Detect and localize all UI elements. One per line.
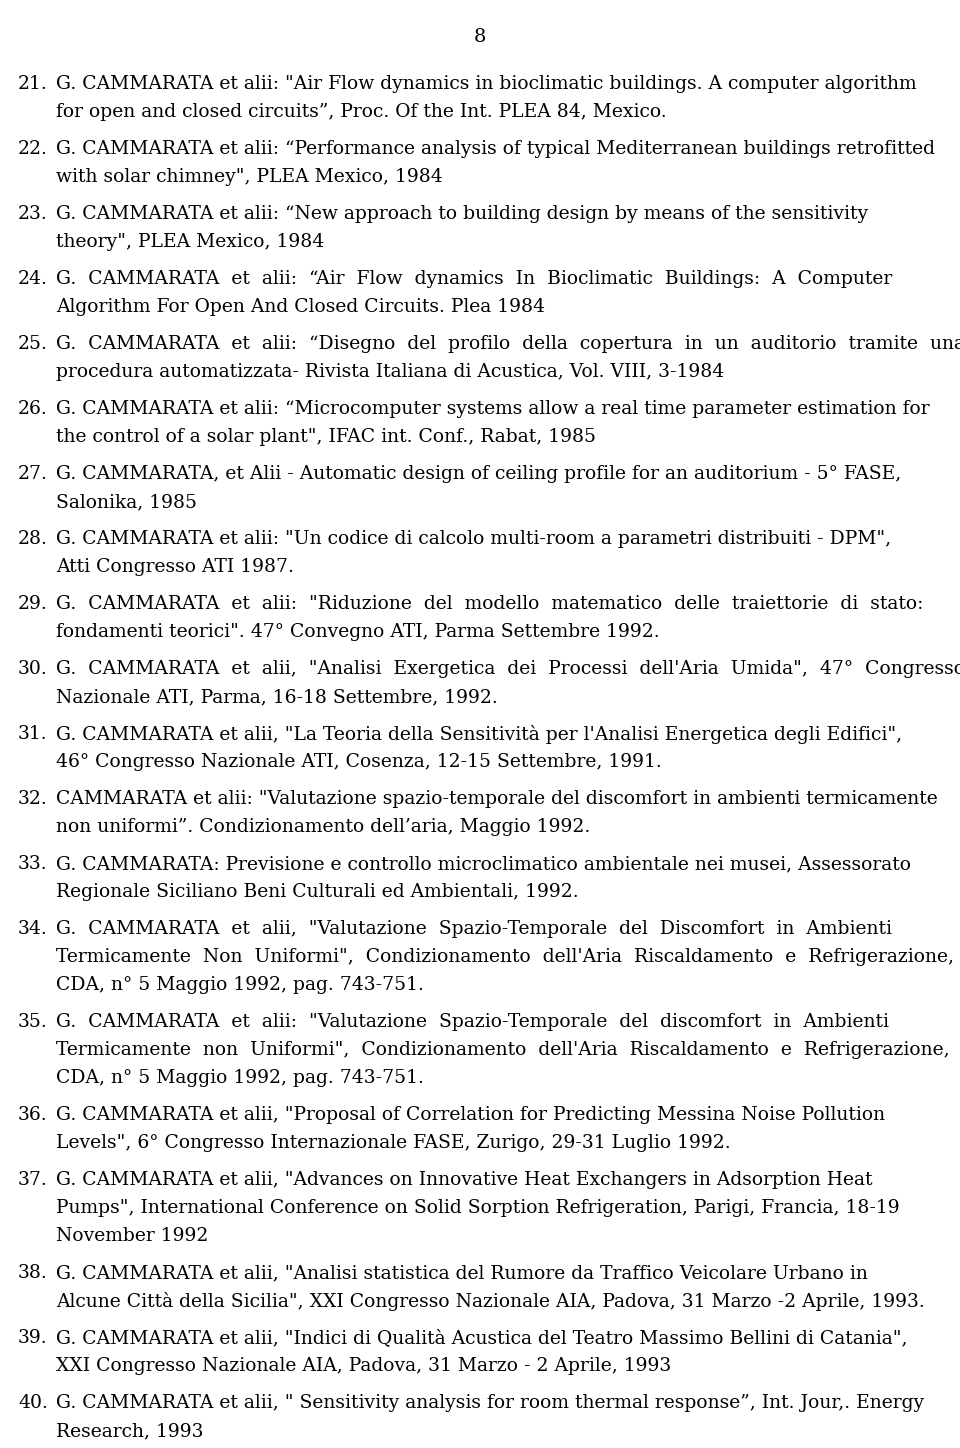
Text: CDA, n° 5 Maggio 1992, pag. 743-751.: CDA, n° 5 Maggio 1992, pag. 743-751.	[56, 1069, 424, 1087]
Text: 28.: 28.	[18, 530, 48, 547]
Text: Alcune Città della Sicilia", XXI Congresso Nazionale AIA, Padova, 31 Marzo -2 Ap: Alcune Città della Sicilia", XXI Congres…	[56, 1292, 924, 1310]
Text: 25.: 25.	[18, 334, 48, 353]
Text: G. CAMMARATA et alii: "Air Flow dynamics in bioclimatic buildings. A computer al: G. CAMMARATA et alii: "Air Flow dynamics…	[56, 75, 917, 93]
Text: 35.: 35.	[18, 1014, 48, 1031]
Text: 23.: 23.	[18, 206, 48, 223]
Text: 27.: 27.	[18, 465, 48, 484]
Text: Atti Congresso ATI 1987.: Atti Congresso ATI 1987.	[56, 557, 294, 576]
Text: G. CAMMARATA et alii: “New approach to building design by means of the sensitivi: G. CAMMARATA et alii: “New approach to b…	[56, 206, 868, 223]
Text: Termicamente  non  Uniformi",  Condizionamento  dell'Aria  Riscaldamento  e  Ref: Termicamente non Uniformi", Condizioname…	[56, 1041, 949, 1058]
Text: 34.: 34.	[18, 919, 48, 938]
Text: G. CAMMARATA, et Alii - Automatic design of ceiling profile for an auditorium - : G. CAMMARATA, et Alii - Automatic design…	[56, 465, 901, 484]
Text: Termicamente  Non  Uniformi",  Condizionamento  dell'Aria  Riscaldamento  e  Ref: Termicamente Non Uniformi", Condizioname…	[56, 948, 954, 966]
Text: G.  CAMMARATA  et  alii:  "Valutazione  Spazio-Temporale  del  discomfort  in  A: G. CAMMARATA et alii: "Valutazione Spazi…	[56, 1014, 889, 1031]
Text: Salonika, 1985: Salonika, 1985	[56, 492, 197, 511]
Text: G. CAMMARATA et alii: "Un codice di calcolo multi-room a parametri distribuiti -: G. CAMMARATA et alii: "Un codice di calc…	[56, 530, 891, 547]
Text: 24.: 24.	[18, 269, 48, 288]
Text: G.  CAMMARATA  et  alii,  "Valutazione  Spazio-Temporale  del  Discomfort  in  A: G. CAMMARATA et alii, "Valutazione Spazi…	[56, 919, 892, 938]
Text: CDA, n° 5 Maggio 1992, pag. 743-751.: CDA, n° 5 Maggio 1992, pag. 743-751.	[56, 976, 424, 993]
Text: Algorithm For Open And Closed Circuits. Plea 1984: Algorithm For Open And Closed Circuits. …	[56, 298, 545, 316]
Text: Pumps", International Conference on Solid Sorption Refrigeration, Parigi, Franci: Pumps", International Conference on Soli…	[56, 1199, 900, 1216]
Text: 36.: 36.	[18, 1106, 48, 1124]
Text: with solar chimney", PLEA Mexico, 1984: with solar chimney", PLEA Mexico, 1984	[56, 168, 443, 185]
Text: 26.: 26.	[18, 400, 48, 418]
Text: G. CAMMARATA et alii, " Sensitivity analysis for room thermal response”, Int. Jo: G. CAMMARATA et alii, " Sensitivity anal…	[56, 1394, 924, 1412]
Text: G. CAMMARATA et alii, "Advances on Innovative Heat Exchangers in Adsorption Heat: G. CAMMARATA et alii, "Advances on Innov…	[56, 1171, 873, 1189]
Text: 29.: 29.	[18, 595, 48, 613]
Text: 32.: 32.	[18, 791, 48, 808]
Text: 31.: 31.	[18, 725, 48, 743]
Text: 30.: 30.	[18, 660, 48, 678]
Text: G.  CAMMARATA  et  alii:  “Disegno  del  profilo  della  copertura  in  un  audi: G. CAMMARATA et alii: “Disegno del profi…	[56, 334, 960, 353]
Text: the control of a solar plant", IFAC int. Conf., Rabat, 1985: the control of a solar plant", IFAC int.…	[56, 429, 596, 446]
Text: theory", PLEA Mexico, 1984: theory", PLEA Mexico, 1984	[56, 233, 324, 251]
Text: G. CAMMARATA et alii, "Proposal of Correlation for Predicting Messina Noise Poll: G. CAMMARATA et alii, "Proposal of Corre…	[56, 1106, 885, 1124]
Text: 22.: 22.	[18, 140, 48, 158]
Text: Nazionale ATI, Parma, 16-18 Settembre, 1992.: Nazionale ATI, Parma, 16-18 Settembre, 1…	[56, 688, 497, 707]
Text: November 1992: November 1992	[56, 1226, 208, 1245]
Text: XXI Congresso Nazionale AIA, Padova, 31 Marzo - 2 Aprile, 1993: XXI Congresso Nazionale AIA, Padova, 31 …	[56, 1357, 671, 1376]
Text: 40.: 40.	[18, 1394, 48, 1412]
Text: procedura automatizzata- Rivista Italiana di Acustica, Vol. VIII, 3-1984: procedura automatizzata- Rivista Italian…	[56, 363, 724, 381]
Text: Regionale Siciliano Beni Culturali ed Ambientali, 1992.: Regionale Siciliano Beni Culturali ed Am…	[56, 883, 579, 901]
Text: 46° Congresso Nazionale ATI, Cosenza, 12-15 Settembre, 1991.: 46° Congresso Nazionale ATI, Cosenza, 12…	[56, 753, 661, 770]
Text: 37.: 37.	[18, 1171, 48, 1189]
Text: G. CAMMARATA et alii, "Indici di Qualità Acustica del Teatro Massimo Bellini di : G. CAMMARATA et alii, "Indici di Qualità…	[56, 1329, 907, 1347]
Text: 38.: 38.	[18, 1264, 48, 1281]
Text: 33.: 33.	[18, 854, 48, 873]
Text: G.  CAMMARATA  et  alii:  "Riduzione  del  modello  matematico  delle  traiettor: G. CAMMARATA et alii: "Riduzione del mod…	[56, 595, 924, 613]
Text: 21.: 21.	[18, 75, 48, 93]
Text: G.  CAMMARATA  et  alii,  "Analisi  Exergetica  dei  Processi  dell'Aria  Umida": G. CAMMARATA et alii, "Analisi Exergetic…	[56, 660, 960, 678]
Text: G. CAMMARATA et alii: “Microcomputer systems allow a real time parameter estimat: G. CAMMARATA et alii: “Microcomputer sys…	[56, 400, 929, 418]
Text: G. CAMMARATA et alii, "La Teoria della Sensitività per l'Analisi Energetica degl: G. CAMMARATA et alii, "La Teoria della S…	[56, 725, 902, 744]
Text: G. CAMMARATA et alii, "Analisi statistica del Rumore da Traffico Veicolare Urban: G. CAMMARATA et alii, "Analisi statistic…	[56, 1264, 868, 1281]
Text: non uniformi”. Condizionamento dell’aria, Maggio 1992.: non uniformi”. Condizionamento dell’aria…	[56, 818, 590, 835]
Text: Levels", 6° Congresso Internazionale FASE, Zurigo, 29-31 Luglio 1992.: Levels", 6° Congresso Internazionale FAS…	[56, 1134, 731, 1153]
Text: G. CAMMARATA: Previsione e controllo microclimatico ambientale nei musei, Assess: G. CAMMARATA: Previsione e controllo mic…	[56, 854, 911, 873]
Text: 39.: 39.	[18, 1329, 48, 1347]
Text: fondamenti teorici". 47° Convegno ATI, Parma Settembre 1992.: fondamenti teorici". 47° Convegno ATI, P…	[56, 623, 660, 641]
Text: 8: 8	[474, 28, 486, 46]
Text: CAMMARATA et alii: "Valutazione spazio-temporale del discomfort in ambienti term: CAMMARATA et alii: "Valutazione spazio-t…	[56, 791, 938, 808]
Text: for open and closed circuits”, Proc. Of the Int. PLEA 84, Mexico.: for open and closed circuits”, Proc. Of …	[56, 103, 666, 122]
Text: G.  CAMMARATA  et  alii:  “Air  Flow  dynamics  In  Bioclimatic  Buildings:  A  : G. CAMMARATA et alii: “Air Flow dynamics…	[56, 269, 892, 288]
Text: Research, 1993: Research, 1993	[56, 1422, 204, 1439]
Text: G. CAMMARATA et alii: “Performance analysis of typical Mediterranean buildings r: G. CAMMARATA et alii: “Performance analy…	[56, 140, 935, 158]
